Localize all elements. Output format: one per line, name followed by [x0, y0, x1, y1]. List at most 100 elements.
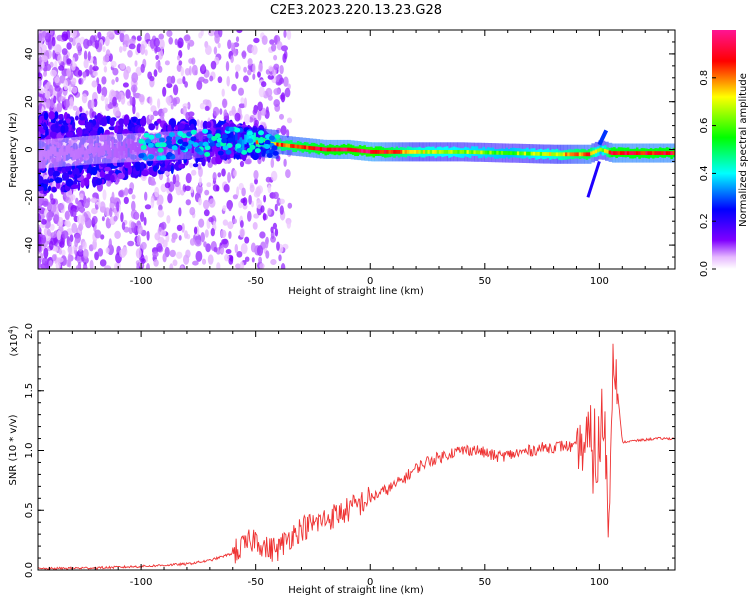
spectrogram-core-cell	[338, 147, 341, 152]
spectrogram-band-cell	[235, 130, 238, 141]
spectrogram-noise-blob	[101, 76, 107, 85]
spectrogram-band-cell	[120, 145, 123, 156]
spectrogram-band-cell	[70, 147, 73, 157]
spectrogram-noise-blob	[92, 70, 98, 77]
snr-xlabel: Height of straight line (km)	[288, 585, 424, 596]
spectrogram-noise-blob	[137, 224, 143, 235]
spectrogram-noise-blob	[124, 187, 129, 196]
spectrogram-noise-blob	[265, 106, 269, 114]
spectrogram-noise-blob	[200, 120, 204, 129]
spectrogram-scatter-blob	[140, 161, 145, 172]
spectrogram-band-cell	[164, 144, 167, 154]
spectrogram-noise-blob	[180, 66, 184, 77]
spectrogram-core-cell	[443, 150, 446, 154]
spectrogram-noise-blob	[46, 228, 51, 237]
spectrogram-noise-blob	[208, 216, 214, 223]
spectrogram-core-cell	[439, 150, 442, 154]
spectrogram-band-cell	[40, 150, 43, 160]
spectrogram-noise-blob	[202, 78, 209, 84]
spectrogram-noise-blob	[236, 30, 243, 34]
spectrogram-noise-blob	[234, 243, 238, 254]
spectrogram-scatter-blob	[66, 118, 71, 124]
spectrogram-noise-blob	[166, 30, 173, 37]
spectrogram-noise-blob	[164, 182, 171, 189]
spectrogram-blob	[209, 141, 216, 147]
spectrogram-blob	[138, 153, 145, 159]
spectrogram-noise-blob	[157, 209, 165, 218]
spectrogram-core-cell	[633, 151, 637, 155]
spectrogram-noise-blob	[99, 259, 107, 267]
spectrogram-scatter-blob	[65, 178, 74, 187]
spectrogram-blob	[154, 142, 161, 148]
spectrogram-noise-blob	[83, 58, 89, 69]
spectrogram-noise-blob	[69, 234, 74, 243]
spectrogram-noise-blob	[267, 95, 273, 101]
spectrogram-noise-blob	[51, 36, 56, 47]
spectrogram-noise-blob	[182, 105, 187, 116]
spectrogram-noise-blob	[93, 59, 98, 67]
spectrogram-noise-blob	[283, 76, 289, 87]
spectrogram-core-cell	[585, 152, 588, 157]
spectrogram-core-cell	[553, 152, 556, 157]
spectrogram-core-cell	[315, 146, 318, 151]
y-tick-label: 0.0	[24, 562, 35, 578]
spectrogram-core-cell	[317, 146, 320, 151]
spectrogram-noise-blob	[72, 105, 78, 111]
spectrogram-core-cell	[670, 151, 673, 155]
spectrogram-noise-blob	[230, 42, 235, 50]
spectrogram-band-cell	[152, 145, 156, 155]
spectrogram-noise-blob	[168, 37, 173, 45]
spectrogram-core-cell	[377, 150, 380, 154]
spectrogram-noise-blob	[63, 79, 68, 91]
spectrogram-noise-blob	[132, 104, 136, 115]
spectrogram-scatter-blob	[170, 165, 174, 175]
spectrogram-noise-blob	[119, 32, 125, 43]
spectrogram-noise-blob	[234, 64, 241, 72]
spectrogram-noise-blob	[247, 210, 252, 222]
spectrogram-noise-blob	[166, 82, 173, 89]
spectrogram-blob	[145, 138, 152, 144]
spectrogram-noise-blob	[43, 247, 49, 259]
spectrogram-noise-blob	[230, 55, 234, 63]
spectrogram-noise-blob	[135, 112, 140, 119]
spectrogram-noise-blob	[91, 207, 96, 214]
spectrogram-noise-blob	[72, 57, 76, 67]
spectrogram-noise-blob	[153, 69, 158, 77]
spectrogram-core-cell	[294, 144, 297, 149]
spectrogram-noise-blob	[71, 86, 78, 94]
spectrogram-noise-blob	[247, 58, 253, 66]
spectrogram-core-cell	[290, 144, 293, 148]
spectrogram-core-cell	[303, 145, 307, 150]
spectrogram-noise-blob	[146, 230, 150, 241]
spectrogram-noise-blob	[265, 250, 270, 259]
spectrogram-noise-blob	[161, 112, 165, 119]
spectrogram-noise-blob	[248, 194, 252, 205]
spectrogram-noise-blob	[221, 168, 226, 177]
spectrogram-noise-blob	[79, 193, 84, 200]
spectrogram-blob	[140, 145, 147, 150]
spectrogram-noise-blob	[285, 169, 291, 179]
spectrogram-scatter-blob	[54, 177, 63, 184]
spectrogram-noise-blob	[263, 194, 267, 203]
spectrogram-scatter-blob	[177, 123, 185, 130]
spectrogram-core-cell	[565, 152, 568, 157]
spectrogram-scatter-blob	[54, 111, 59, 120]
spectrogram-noise-blob	[180, 265, 184, 269]
spectrogram-band-cell	[129, 143, 133, 154]
spectrogram-noise-blob	[115, 76, 119, 83]
spectrogram-core-cell	[404, 150, 407, 154]
spectrogram-scatter-blob	[47, 185, 52, 192]
spectrogram-core-cell	[411, 150, 414, 154]
spectrogram-core-cell	[406, 150, 410, 154]
spectrogram-scatter-blob	[89, 130, 97, 137]
spectrogram-scatter-blob	[117, 172, 125, 180]
spectrogram-scatter-blob	[61, 172, 70, 181]
spectrogram-noise-blob	[272, 222, 277, 230]
spectrogram-noise-blob	[286, 129, 290, 138]
spectrogram-noise-blob	[55, 262, 61, 269]
spectrogram-scatter-blob	[52, 186, 57, 193]
spectrogram-noise-blob	[131, 72, 139, 83]
spectrogram-noise-blob	[189, 238, 196, 246]
spectrogram-noise-blob	[286, 220, 291, 229]
spectrogram-noise-blob	[95, 204, 99, 210]
